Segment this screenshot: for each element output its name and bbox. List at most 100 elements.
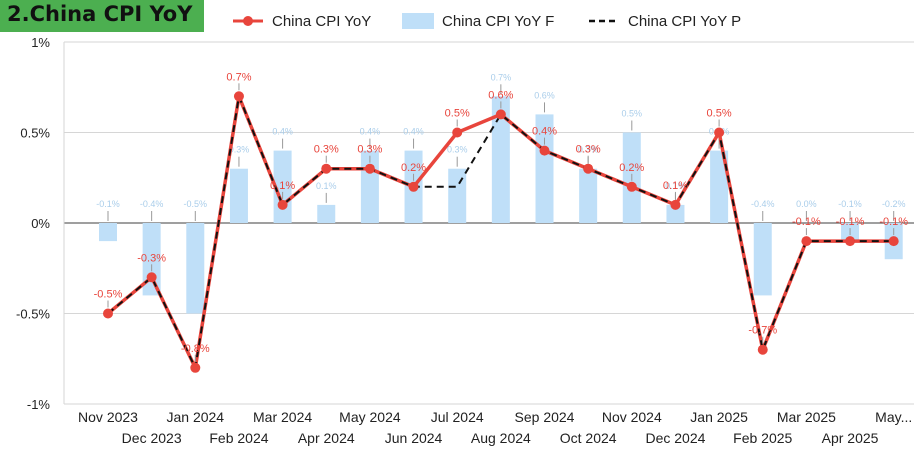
- y-tick-label: 0.5%: [20, 126, 50, 141]
- actual-data-point: [190, 362, 201, 373]
- actual-data-label: 0.1%: [663, 180, 688, 192]
- actual-data-label: 0.6%: [488, 89, 513, 101]
- forecast-bar: [579, 168, 598, 223]
- forecast-data-label: 0.6%: [534, 90, 555, 100]
- forecast-data-label: 0.0%: [796, 199, 817, 209]
- actual-data-label: -0.5%: [94, 289, 123, 301]
- actual-data-point: [408, 181, 419, 192]
- x-tick-label: Nov 2023: [78, 409, 138, 425]
- legend-item-actual[interactable]: China CPI YoY: [232, 9, 371, 33]
- forecast-bar: [710, 150, 729, 223]
- actual-data-label: -0.7%: [748, 325, 777, 337]
- actual-data-point: [801, 236, 812, 247]
- legend-item-forecast[interactable]: China CPI YoY F: [402, 9, 554, 33]
- y-tick-label: 1%: [31, 35, 50, 50]
- x-tick-label: Jan 2025: [690, 409, 748, 425]
- forecast-bar: [99, 223, 117, 242]
- forecast-data-label: -0.5%: [184, 199, 208, 209]
- actual-data-label: 0.2%: [401, 162, 426, 174]
- forecast-bar: [535, 114, 554, 223]
- x-tick-label: Feb 2025: [733, 430, 792, 446]
- x-tick-label: Apr 2024: [298, 430, 355, 446]
- actual-data-label: 0.3%: [314, 144, 339, 156]
- y-tick-label: -0.5%: [16, 307, 50, 322]
- actual-data-label: 0.1%: [270, 180, 295, 192]
- actual-data-point: [233, 91, 244, 102]
- actual-data-label: 0.5%: [445, 108, 470, 120]
- actual-data-point: [364, 163, 375, 174]
- chart-title-badge: [0, 0, 204, 32]
- actual-data-point: [888, 236, 899, 247]
- forecast-data-label: 0.5%: [622, 109, 643, 119]
- forecast-bar: [186, 223, 205, 314]
- legend-actual-line-icon: [233, 16, 263, 26]
- actual-data-label: -0.8%: [181, 343, 210, 355]
- actual-data-label: 0.3%: [576, 144, 601, 156]
- forecast-data-label: -0.2%: [882, 199, 906, 209]
- forecast-bar: [491, 96, 510, 223]
- actual-data-point: [626, 181, 637, 192]
- x-tick-label: Mar 2024: [253, 409, 312, 425]
- legend-previous-dashed-icon: [589, 19, 619, 23]
- forecast-data-label: 0.1%: [665, 181, 686, 191]
- actual-data-label: -0.1%: [879, 216, 908, 228]
- forecast-data-label: 0.1%: [316, 181, 337, 191]
- legend-item-previous[interactable]: China CPI YoY P: [588, 9, 741, 33]
- x-tick-label: Oct 2024: [560, 430, 617, 446]
- forecast-data-label: -0.4%: [751, 199, 775, 209]
- actual-data-point: [495, 109, 506, 120]
- actual-data-point: [539, 145, 550, 156]
- forecast-data-label: 0.4%: [272, 127, 293, 137]
- y-tick-label: -1%: [27, 397, 51, 412]
- forecast-bar: [229, 168, 248, 223]
- actual-data-label: 0.4%: [532, 126, 557, 138]
- forecast-data-label: 0.3%: [447, 145, 468, 155]
- actual-data-label: 0.7%: [226, 71, 251, 83]
- forecast-bar: [666, 204, 685, 223]
- legend-previous-label: China CPI YoY P: [628, 12, 742, 30]
- actual-data-label: -0.1%: [836, 216, 865, 228]
- x-tick-label: May...: [875, 409, 912, 425]
- x-tick-label: May 2024: [339, 409, 401, 425]
- forecast-bar: [317, 204, 336, 223]
- x-tick-label: Sep 2024: [515, 409, 575, 425]
- actual-data-point: [321, 163, 332, 174]
- x-tick-label: Aug 2024: [471, 430, 531, 446]
- actual-data-label: -0.3%: [137, 252, 166, 264]
- actual-data-point: [103, 308, 113, 319]
- actual-data-point: [714, 127, 725, 138]
- x-tick-label: Feb 2024: [209, 430, 268, 446]
- forecast-data-label: 0.3%: [578, 145, 599, 155]
- y-tick-label: 0%: [31, 216, 50, 231]
- actual-data-point: [583, 163, 594, 174]
- forecast-bar: [448, 168, 467, 223]
- actual-data-label: -0.1%: [792, 216, 821, 228]
- actual-data-label: 0.2%: [619, 162, 644, 174]
- forecast-bar: [753, 223, 772, 296]
- actual-data-label: 0.3%: [357, 144, 382, 156]
- forecast-data-label: -0.4%: [140, 199, 164, 209]
- x-tick-label: Dec 2024: [645, 430, 705, 446]
- legend-actual-label: China CPI YoY: [272, 12, 372, 30]
- x-tick-label: Jun 2024: [385, 430, 443, 446]
- chart-title: 2.China CPI YoY: [7, 2, 193, 26]
- actual-data-point: [757, 344, 768, 355]
- actual-data-point: [670, 199, 681, 210]
- x-tick-label: Mar 2025: [777, 409, 836, 425]
- legend-forecast-bar-icon: [402, 13, 434, 29]
- actual-data-point: [277, 199, 288, 210]
- forecast-data-label: 0.7%: [491, 72, 512, 82]
- x-tick-label: Jul 2024: [431, 409, 484, 425]
- actual-data-point: [845, 236, 856, 247]
- forecast-data-label: -0.1%: [96, 199, 120, 209]
- forecast-data-label: 0.3%: [229, 145, 250, 155]
- forecast-data-label: 0.4%: [403, 127, 424, 137]
- forecast-data-label: 0.4%: [360, 127, 381, 137]
- x-tick-label: Nov 2024: [602, 409, 662, 425]
- actual-data-point: [452, 127, 463, 138]
- x-tick-label: Dec 2023: [122, 430, 182, 446]
- forecast-data-label: -0.1%: [838, 199, 862, 209]
- x-tick-label: Apr 2025: [822, 430, 879, 446]
- x-tick-label: Jan 2024: [166, 409, 224, 425]
